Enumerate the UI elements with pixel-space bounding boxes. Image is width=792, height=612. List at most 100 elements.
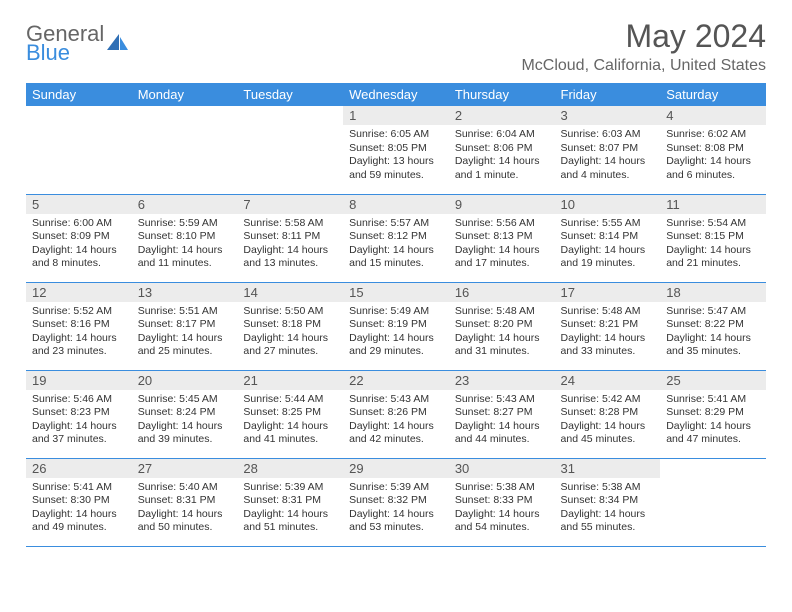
calendar-day: 17Sunrise: 5:48 AMSunset: 8:21 PMDayligh… [555, 282, 661, 370]
day-details: Sunrise: 6:04 AMSunset: 8:06 PMDaylight:… [449, 125, 555, 187]
calendar-day: 7Sunrise: 5:58 AMSunset: 8:11 PMDaylight… [237, 194, 343, 282]
day-details: Sunrise: 5:47 AMSunset: 8:22 PMDaylight:… [660, 302, 766, 364]
day-details: Sunrise: 5:39 AMSunset: 8:31 PMDaylight:… [237, 478, 343, 540]
calendar-day: 2Sunrise: 6:04 AMSunset: 8:06 PMDaylight… [449, 106, 555, 194]
day-header: Sunday [26, 83, 132, 106]
day-number: 30 [449, 459, 555, 478]
day-number: 29 [343, 459, 449, 478]
day-number: 14 [237, 283, 343, 302]
day-number: 4 [660, 106, 766, 125]
day-number: 18 [660, 283, 766, 302]
calendar-day: 15Sunrise: 5:49 AMSunset: 8:19 PMDayligh… [343, 282, 449, 370]
day-header: Wednesday [343, 83, 449, 106]
logo: General Blue [26, 24, 132, 66]
day-header: Thursday [449, 83, 555, 106]
day-number: 21 [237, 371, 343, 390]
calendar-week: 12Sunrise: 5:52 AMSunset: 8:16 PMDayligh… [26, 282, 766, 370]
day-header: Friday [555, 83, 661, 106]
day-details: Sunrise: 5:54 AMSunset: 8:15 PMDaylight:… [660, 214, 766, 276]
calendar-empty [237, 106, 343, 194]
sail-icon [106, 32, 132, 59]
day-number: 11 [660, 195, 766, 214]
day-details: Sunrise: 6:05 AMSunset: 8:05 PMDaylight:… [343, 125, 449, 187]
header: General Blue May 2024 McCloud, Californi… [26, 18, 766, 81]
day-number: 10 [555, 195, 661, 214]
day-details: Sunrise: 5:44 AMSunset: 8:25 PMDaylight:… [237, 390, 343, 452]
day-number: 13 [132, 283, 238, 302]
calendar-empty [132, 106, 238, 194]
day-details: Sunrise: 5:38 AMSunset: 8:34 PMDaylight:… [555, 478, 661, 540]
calendar-day: 8Sunrise: 5:57 AMSunset: 8:12 PMDaylight… [343, 194, 449, 282]
calendar-week: 19Sunrise: 5:46 AMSunset: 8:23 PMDayligh… [26, 370, 766, 458]
day-number: 8 [343, 195, 449, 214]
day-details: Sunrise: 5:46 AMSunset: 8:23 PMDaylight:… [26, 390, 132, 452]
day-number: 3 [555, 106, 661, 125]
day-details: Sunrise: 6:00 AMSunset: 8:09 PMDaylight:… [26, 214, 132, 276]
day-details: Sunrise: 5:57 AMSunset: 8:12 PMDaylight:… [343, 214, 449, 276]
title-block: May 2024 McCloud, California, United Sta… [521, 18, 766, 81]
calendar-day: 11Sunrise: 5:54 AMSunset: 8:15 PMDayligh… [660, 194, 766, 282]
calendar-empty [660, 458, 766, 546]
day-number: 24 [555, 371, 661, 390]
calendar-day: 12Sunrise: 5:52 AMSunset: 8:16 PMDayligh… [26, 282, 132, 370]
calendar-day: 21Sunrise: 5:44 AMSunset: 8:25 PMDayligh… [237, 370, 343, 458]
calendar-day: 22Sunrise: 5:43 AMSunset: 8:26 PMDayligh… [343, 370, 449, 458]
day-number: 1 [343, 106, 449, 125]
calendar-day: 10Sunrise: 5:55 AMSunset: 8:14 PMDayligh… [555, 194, 661, 282]
day-details: Sunrise: 5:51 AMSunset: 8:17 PMDaylight:… [132, 302, 238, 364]
day-number: 5 [26, 195, 132, 214]
calendar-week: 26Sunrise: 5:41 AMSunset: 8:30 PMDayligh… [26, 458, 766, 546]
day-details: Sunrise: 5:40 AMSunset: 8:31 PMDaylight:… [132, 478, 238, 540]
calendar-day: 1Sunrise: 6:05 AMSunset: 8:05 PMDaylight… [343, 106, 449, 194]
calendar-day: 24Sunrise: 5:42 AMSunset: 8:28 PMDayligh… [555, 370, 661, 458]
calendar-day: 19Sunrise: 5:46 AMSunset: 8:23 PMDayligh… [26, 370, 132, 458]
day-number: 7 [237, 195, 343, 214]
calendar-day: 16Sunrise: 5:48 AMSunset: 8:20 PMDayligh… [449, 282, 555, 370]
day-number: 23 [449, 371, 555, 390]
calendar-day: 6Sunrise: 5:59 AMSunset: 8:10 PMDaylight… [132, 194, 238, 282]
day-number: 20 [132, 371, 238, 390]
calendar-empty [26, 106, 132, 194]
day-number: 15 [343, 283, 449, 302]
calendar-day: 9Sunrise: 5:56 AMSunset: 8:13 PMDaylight… [449, 194, 555, 282]
day-number: 28 [237, 459, 343, 478]
day-number: 6 [132, 195, 238, 214]
calendar-day: 28Sunrise: 5:39 AMSunset: 8:31 PMDayligh… [237, 458, 343, 546]
day-details: Sunrise: 6:03 AMSunset: 8:07 PMDaylight:… [555, 125, 661, 187]
day-number: 22 [343, 371, 449, 390]
day-number: 26 [26, 459, 132, 478]
calendar-day: 25Sunrise: 5:41 AMSunset: 8:29 PMDayligh… [660, 370, 766, 458]
day-number: 31 [555, 459, 661, 478]
calendar-day: 31Sunrise: 5:38 AMSunset: 8:34 PMDayligh… [555, 458, 661, 546]
day-number: 17 [555, 283, 661, 302]
calendar-table: SundayMondayTuesdayWednesdayThursdayFrid… [26, 83, 766, 547]
day-details: Sunrise: 5:43 AMSunset: 8:27 PMDaylight:… [449, 390, 555, 452]
location: McCloud, California, United States [521, 57, 766, 75]
calendar-week: 1Sunrise: 6:05 AMSunset: 8:05 PMDaylight… [26, 106, 766, 194]
calendar-day: 14Sunrise: 5:50 AMSunset: 8:18 PMDayligh… [237, 282, 343, 370]
calendar-day: 26Sunrise: 5:41 AMSunset: 8:30 PMDayligh… [26, 458, 132, 546]
calendar-day: 5Sunrise: 6:00 AMSunset: 8:09 PMDaylight… [26, 194, 132, 282]
calendar-day: 18Sunrise: 5:47 AMSunset: 8:22 PMDayligh… [660, 282, 766, 370]
logo-text: General Blue [26, 24, 104, 66]
day-details: Sunrise: 5:38 AMSunset: 8:33 PMDaylight:… [449, 478, 555, 540]
day-number: 27 [132, 459, 238, 478]
day-details: Sunrise: 6:02 AMSunset: 8:08 PMDaylight:… [660, 125, 766, 187]
calendar-week: 5Sunrise: 6:00 AMSunset: 8:09 PMDaylight… [26, 194, 766, 282]
day-details: Sunrise: 5:56 AMSunset: 8:13 PMDaylight:… [449, 214, 555, 276]
calendar-day: 13Sunrise: 5:51 AMSunset: 8:17 PMDayligh… [132, 282, 238, 370]
calendar-body: 1Sunrise: 6:05 AMSunset: 8:05 PMDaylight… [26, 106, 766, 546]
day-details: Sunrise: 5:48 AMSunset: 8:21 PMDaylight:… [555, 302, 661, 364]
day-details: Sunrise: 5:59 AMSunset: 8:10 PMDaylight:… [132, 214, 238, 276]
day-details: Sunrise: 5:58 AMSunset: 8:11 PMDaylight:… [237, 214, 343, 276]
day-header-row: SundayMondayTuesdayWednesdayThursdayFrid… [26, 83, 766, 106]
day-header: Tuesday [237, 83, 343, 106]
day-number: 16 [449, 283, 555, 302]
day-number: 25 [660, 371, 766, 390]
calendar-day: 27Sunrise: 5:40 AMSunset: 8:31 PMDayligh… [132, 458, 238, 546]
day-details: Sunrise: 5:39 AMSunset: 8:32 PMDaylight:… [343, 478, 449, 540]
day-header: Monday [132, 83, 238, 106]
calendar-day: 23Sunrise: 5:43 AMSunset: 8:27 PMDayligh… [449, 370, 555, 458]
day-details: Sunrise: 5:52 AMSunset: 8:16 PMDaylight:… [26, 302, 132, 364]
calendar-day: 30Sunrise: 5:38 AMSunset: 8:33 PMDayligh… [449, 458, 555, 546]
